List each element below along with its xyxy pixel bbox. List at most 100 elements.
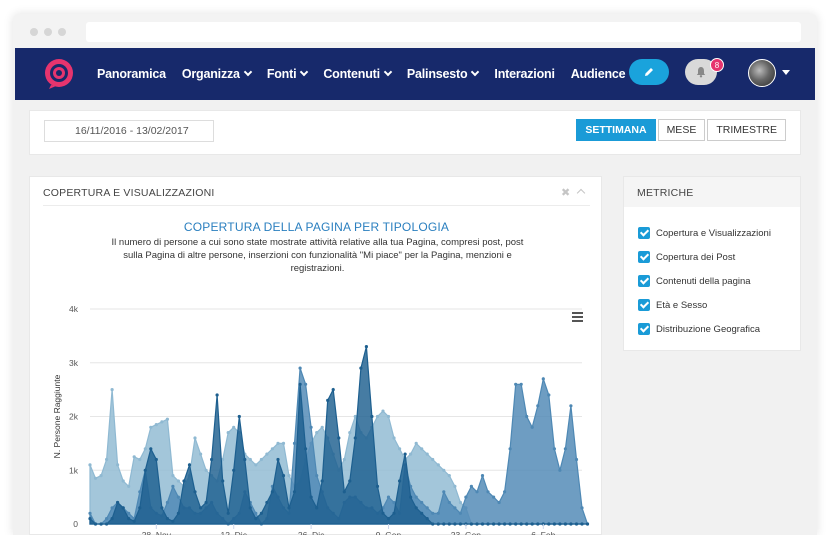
data-point[interactable] — [386, 414, 391, 419]
data-point[interactable] — [315, 474, 319, 478]
data-point[interactable] — [353, 414, 357, 419]
data-point[interactable] — [353, 436, 357, 440]
data-point[interactable] — [121, 506, 125, 510]
data-point[interactable] — [176, 511, 180, 515]
data-point[interactable] — [547, 393, 551, 397]
data-point[interactable] — [248, 506, 252, 510]
data-point[interactable] — [281, 474, 286, 478]
data-point[interactable] — [392, 436, 396, 440]
data-point[interactable] — [364, 345, 368, 349]
data-point[interactable] — [143, 447, 147, 451]
data-point[interactable] — [519, 382, 523, 386]
data-point[interactable] — [436, 511, 440, 515]
nav-item-panoramica[interactable]: Panoramica — [97, 67, 166, 81]
data-point[interactable] — [176, 479, 180, 483]
data-point[interactable] — [558, 468, 562, 472]
data-point[interactable] — [127, 511, 131, 515]
data-point[interactable] — [110, 517, 114, 521]
data-point[interactable] — [425, 452, 429, 456]
menu-icon[interactable] — [572, 312, 583, 322]
data-point[interactable] — [243, 457, 247, 462]
data-point[interactable] — [420, 447, 424, 451]
data-point[interactable] — [375, 484, 380, 488]
data-point[interactable] — [398, 479, 402, 483]
data-point[interactable] — [392, 500, 396, 505]
data-point[interactable] — [458, 522, 462, 526]
data-point[interactable] — [525, 414, 529, 419]
data-point[interactable] — [492, 495, 496, 499]
data-point[interactable] — [93, 522, 98, 526]
data-point[interactable] — [204, 468, 208, 472]
data-point[interactable] — [359, 366, 363, 370]
data-point[interactable] — [254, 463, 258, 467]
window-maximize-dot[interactable] — [58, 28, 66, 36]
close-icon[interactable]: ✖ — [561, 187, 571, 199]
data-point[interactable] — [585, 522, 590, 526]
data-point[interactable] — [171, 519, 175, 523]
data-point[interactable] — [547, 522, 551, 526]
data-point[interactable] — [563, 447, 568, 451]
data-point[interactable] — [436, 463, 440, 467]
data-point[interactable] — [226, 511, 230, 515]
data-point[interactable] — [138, 490, 142, 494]
data-point[interactable] — [436, 522, 440, 526]
period-button-trimestre[interactable]: TRIMESTRE — [707, 119, 786, 141]
data-point[interactable] — [304, 447, 308, 451]
data-point[interactable] — [469, 484, 473, 488]
data-point[interactable] — [165, 517, 169, 521]
data-point[interactable] — [105, 517, 109, 521]
data-point[interactable] — [160, 506, 164, 510]
data-point[interactable] — [453, 522, 457, 526]
data-point[interactable] — [508, 522, 512, 526]
date-range-input[interactable]: 16/11/2016 - 13/02/2017 — [44, 120, 214, 142]
nav-item-interazioni[interactable]: Interazioni — [494, 67, 555, 81]
data-point[interactable] — [348, 431, 352, 435]
data-point[interactable] — [226, 431, 230, 435]
metric-checkbox[interactable] — [638, 275, 650, 287]
data-point[interactable] — [403, 452, 407, 456]
data-point[interactable] — [116, 500, 120, 505]
data-point[interactable] — [375, 414, 380, 419]
data-point[interactable] — [171, 484, 175, 488]
data-point[interactable] — [127, 517, 131, 521]
metric-checkbox[interactable] — [638, 299, 650, 311]
data-point[interactable] — [149, 447, 153, 451]
data-point[interactable] — [569, 404, 573, 408]
data-point[interactable] — [497, 522, 501, 526]
data-point[interactable] — [486, 522, 490, 526]
data-point[interactable] — [580, 506, 584, 510]
data-point[interactable] — [536, 522, 540, 526]
metric-checkbox[interactable] — [638, 323, 650, 335]
data-point[interactable] — [386, 495, 391, 499]
data-point[interactable] — [425, 517, 429, 521]
data-point[interactable] — [392, 511, 396, 515]
data-point[interactable] — [281, 441, 286, 445]
data-point[interactable] — [232, 425, 236, 429]
data-point[interactable] — [154, 457, 158, 462]
data-point[interactable] — [265, 452, 269, 456]
data-point[interactable] — [420, 511, 424, 515]
data-point[interactable] — [475, 522, 479, 526]
data-point[interactable] — [514, 522, 518, 526]
metric-item[interactable]: Distribuzione Geografica — [638, 322, 760, 336]
data-point[interactable] — [210, 457, 214, 462]
data-point[interactable] — [381, 409, 385, 413]
data-point[interactable] — [453, 484, 457, 488]
data-point[interactable] — [254, 511, 258, 515]
data-point[interactable] — [447, 474, 451, 478]
data-point[interactable] — [176, 495, 180, 499]
data-point[interactable] — [414, 441, 418, 445]
metric-checkbox[interactable] — [638, 251, 650, 263]
data-point[interactable] — [475, 490, 479, 494]
data-point[interactable] — [149, 425, 153, 429]
period-button-mese[interactable]: MESE — [657, 119, 706, 141]
data-point[interactable] — [221, 479, 225, 483]
data-point[interactable] — [199, 506, 203, 510]
data-point[interactable] — [121, 479, 125, 483]
data-point[interactable] — [342, 490, 346, 494]
data-point[interactable] — [442, 522, 446, 526]
data-point[interactable] — [132, 455, 136, 459]
nav-item-organizza[interactable]: Organizza — [182, 67, 253, 81]
data-point[interactable] — [414, 506, 418, 510]
data-point[interactable] — [458, 511, 462, 515]
